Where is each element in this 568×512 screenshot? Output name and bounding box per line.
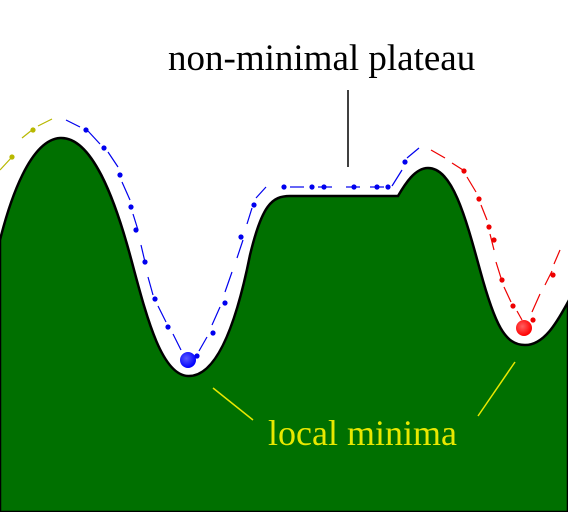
path-dot	[385, 184, 391, 190]
path-dot	[251, 202, 257, 208]
plateau-label: non-minimal plateau	[168, 38, 476, 79]
path-dot	[321, 184, 327, 190]
path-dot	[222, 300, 228, 306]
path-dot	[117, 172, 123, 178]
search-path-yellow	[0, 118, 53, 171]
path-dot	[351, 184, 357, 190]
ball-red	[516, 320, 532, 336]
path-dot	[402, 159, 408, 165]
ball-blue	[180, 352, 196, 368]
path-dot	[142, 259, 148, 265]
path-dot	[165, 324, 171, 330]
path-dot	[128, 204, 134, 210]
path-dot	[530, 317, 536, 323]
path-dot	[510, 303, 516, 309]
path-dot	[499, 277, 505, 283]
path-dot	[194, 353, 200, 359]
search-path-red	[430, 149, 561, 323]
path-dot	[133, 227, 139, 233]
minima-pointer-left	[212, 387, 254, 421]
path-dot	[152, 296, 158, 302]
path-dot	[491, 237, 497, 243]
path-dot	[374, 184, 380, 190]
path-dot	[550, 272, 556, 278]
path-dot	[30, 127, 36, 133]
path-dot	[309, 184, 315, 190]
search-path-blue	[65, 119, 420, 359]
path-dot	[461, 168, 467, 174]
path-dot	[83, 127, 89, 133]
path-dot	[210, 330, 216, 336]
local-minima-label: local minima	[268, 413, 457, 453]
path-dot	[281, 184, 287, 190]
path-dot	[101, 145, 107, 151]
path-dot	[486, 224, 492, 230]
landscape-hill	[0, 136, 568, 512]
path-dot	[476, 196, 482, 202]
path-dot	[9, 154, 15, 160]
path-dot	[238, 234, 244, 240]
minima-pointer-right	[477, 361, 516, 417]
